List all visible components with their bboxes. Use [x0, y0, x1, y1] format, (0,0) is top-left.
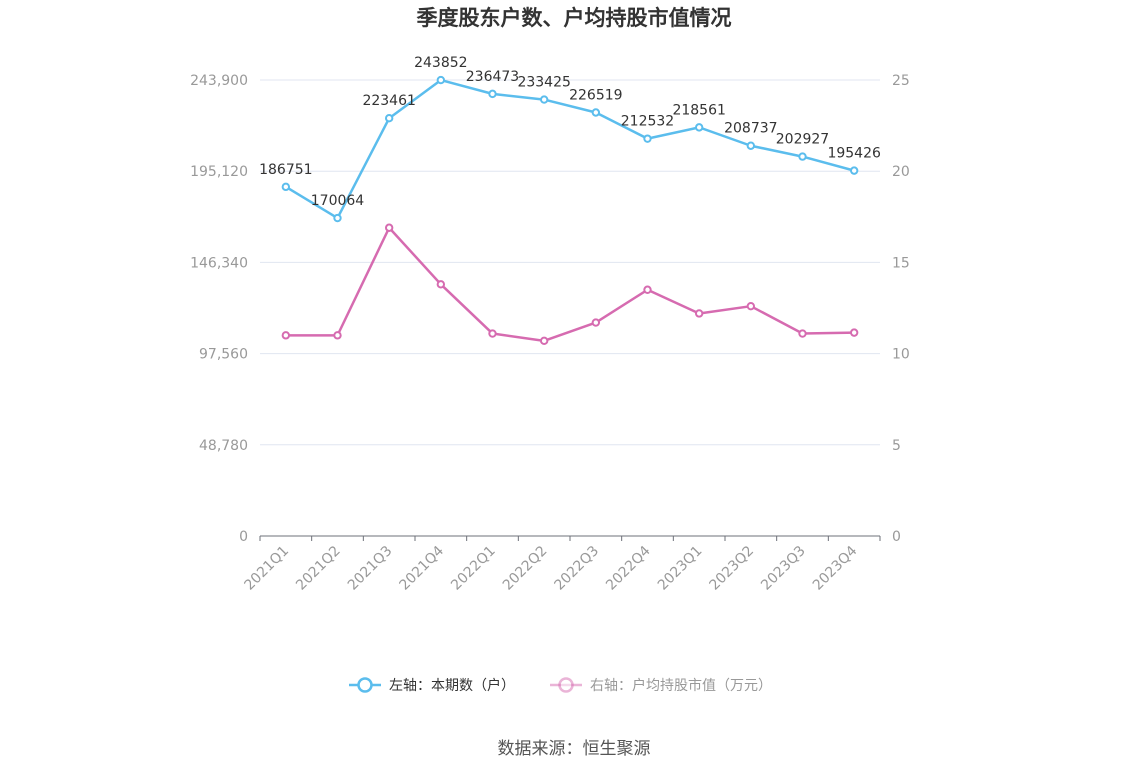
point-avg-value[interactable]	[849, 328, 859, 337]
x-tick-label: 2023Q3	[758, 543, 809, 594]
series-line-households	[285, 78, 855, 220]
data-label-households: 212532	[621, 114, 674, 130]
point-households[interactable]	[333, 213, 342, 223]
gridlines	[260, 79, 880, 446]
data-label-households: 233425	[517, 75, 570, 91]
point-avg-value[interactable]	[384, 223, 394, 232]
point-avg-value[interactable]	[488, 329, 497, 338]
right-tick-label: 20	[892, 164, 910, 180]
point-avg-value[interactable]	[333, 331, 342, 340]
legend-marker-households	[357, 677, 373, 693]
legend-item-households[interactable]: 左轴：本期数（户）	[349, 677, 515, 694]
point-avg-value[interactable]	[591, 318, 601, 327]
source-note: 数据来源：恒生聚源	[498, 739, 651, 759]
data-label-households: 226519	[569, 87, 622, 103]
series-layer	[281, 75, 859, 346]
data-label-households: 202927	[776, 132, 829, 148]
x-tick-label: 2022Q3	[552, 543, 603, 594]
data-label-households: 218561	[672, 102, 725, 118]
series-line-avg-value	[285, 226, 855, 343]
point-households[interactable]	[384, 114, 394, 123]
data-label-households: 236473	[466, 69, 519, 85]
x-tick-label: 2022Q1	[448, 543, 499, 594]
right-tick-label: 5	[892, 438, 901, 454]
data-label-households: 208737	[724, 121, 777, 137]
x-tick-label: 2021Q4	[397, 543, 448, 594]
point-avg-value[interactable]	[643, 285, 652, 294]
point-avg-value[interactable]	[798, 329, 807, 338]
point-households[interactable]	[488, 89, 497, 99]
point-households[interactable]	[281, 182, 291, 192]
data-label-households: 195426	[827, 146, 881, 162]
point-avg-value[interactable]	[281, 331, 291, 340]
left-tick-label: 0	[239, 529, 248, 545]
right-tick-label: 10	[892, 347, 910, 363]
data-label-households: 186751	[259, 162, 312, 178]
left-axis-ticks: 0 48,780 97,560 146,340 195,120 243,900	[190, 73, 248, 545]
legend-marker-avg-value	[558, 677, 574, 693]
right-tick-label: 15	[892, 255, 910, 271]
point-households[interactable]	[849, 166, 859, 175]
point-households[interactable]	[694, 123, 704, 132]
legend: 左轴：本期数（户） 右轴：户均持股市值（万元）	[349, 677, 772, 694]
right-axis-ticks: 0 5 10 15 20 25	[892, 73, 910, 545]
point-households[interactable]	[436, 75, 446, 85]
right-tick-label: 0	[892, 529, 901, 545]
point-avg-value[interactable]	[539, 336, 549, 346]
chart-title: 季度股东户数、户均持股市值情况	[417, 6, 732, 30]
left-tick-label: 48,780	[199, 438, 248, 454]
x-tick-label: 2023Q4	[810, 543, 861, 594]
point-households[interactable]	[591, 108, 601, 117]
left-tick-label: 97,560	[199, 347, 248, 363]
x-tick-label: 2023Q2	[707, 543, 758, 594]
right-tick-label: 25	[892, 73, 910, 89]
point-households[interactable]	[643, 134, 652, 143]
point-households[interactable]	[746, 141, 756, 150]
data-labels: 186751 170064 223461 2438522364732334252265…	[259, 55, 881, 209]
left-tick-label: 243,900	[190, 73, 248, 89]
legend-item-avg-value[interactable]: 右轴：户均持股市值（万元）	[550, 677, 772, 694]
x-tick-label: 2023Q1	[655, 543, 706, 594]
data-label-households: 243852	[414, 55, 467, 71]
point-avg-value[interactable]	[746, 301, 756, 311]
point-households[interactable]	[539, 95, 549, 104]
x-tick-label: 2021Q2	[293, 543, 344, 594]
x-tick-label: 2021Q3	[345, 543, 396, 594]
left-tick-label: 146,340	[190, 255, 248, 271]
x-axis: 2021Q1 2021Q2 2021Q3 2021Q4 2022Q1 2022Q2 2022…	[242, 535, 881, 594]
point-households[interactable]	[798, 152, 807, 161]
left-tick-label: 195,120	[190, 164, 248, 180]
x-tick-label: 2022Q4	[603, 543, 654, 594]
x-tick-label: 2022Q2	[500, 543, 551, 594]
data-label-households: 170064	[311, 193, 365, 209]
legend-label-households: 左轴：本期数（户）	[389, 677, 515, 694]
point-avg-value[interactable]	[694, 309, 704, 318]
legend-label-avg-value: 右轴：户均持股市值（万元）	[590, 677, 772, 694]
x-tick-label: 2021Q1	[242, 543, 293, 594]
data-label-households: 223461	[362, 93, 415, 109]
point-avg-value[interactable]	[436, 280, 446, 289]
